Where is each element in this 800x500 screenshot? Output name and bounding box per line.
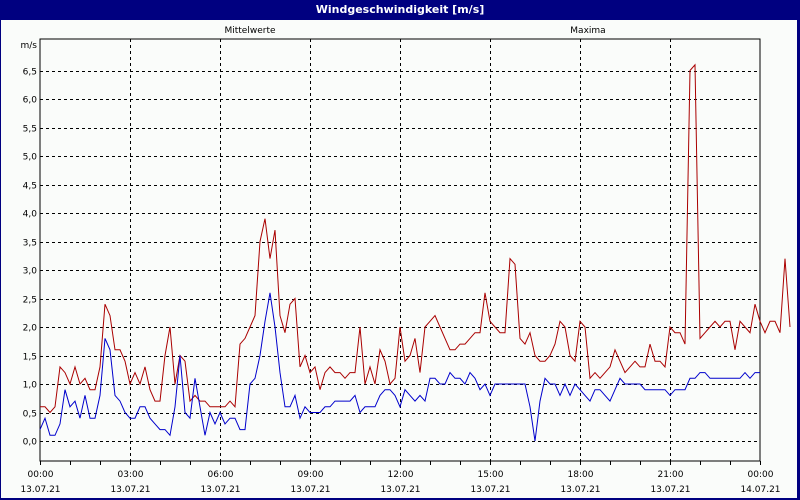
y-tick-label: 4,5	[23, 182, 37, 192]
x-tick-time: 12:00	[388, 470, 414, 480]
y-tick-label: 5,0	[23, 153, 38, 163]
x-tick-time: 09:00	[298, 470, 324, 480]
legend-mean: Mittelwerte	[224, 26, 275, 36]
x-tick-time: 18:00	[568, 470, 594, 480]
series-mean-line	[39, 292, 760, 442]
y-tick-label: 6,0	[23, 96, 38, 106]
x-tick-date: 13.07.21	[290, 485, 330, 495]
y-tick-label: 0,0	[23, 438, 38, 448]
y-tick-label: 5,5	[23, 125, 37, 135]
x-tick-date: 13.07.21	[380, 485, 420, 495]
x-tick-date: 13.07.21	[560, 485, 600, 495]
x-tick-date: 13.07.21	[200, 485, 240, 495]
x-tick-date: 13.07.21	[110, 485, 150, 495]
window-title: Windgeschwindigkeit [m/s]	[0, 0, 800, 20]
y-tick-label: 6,5	[23, 68, 37, 78]
y-tick-label: 0,5	[23, 410, 37, 420]
y-tick-label: 2,5	[23, 296, 37, 306]
grid	[40, 39, 760, 461]
y-tick-label: 3,0	[23, 267, 38, 277]
x-tick-date: 13.07.21	[20, 485, 60, 495]
x-tick-date: 13.07.21	[470, 485, 510, 495]
x-tick-time: 00:00	[748, 470, 774, 480]
x-tick-time: 00:00	[28, 470, 54, 480]
x-axis-ticks: 00:00 13.07.21 03:00 13.07.21 06:00 13.07.21 0…	[20, 461, 781, 495]
y-tick-label: 1,5	[23, 353, 37, 363]
x-tick-time: 03:00	[118, 470, 144, 480]
y-axis-ticks: 0,0 0,5 1,0 1,5 2,0 2,5 3,0 3,5 4,0 4,5 5,0 5,5 6,0 6…	[23, 68, 38, 448]
y-axis-unit: m/s	[21, 41, 38, 51]
y-tick-label: 1,0	[23, 381, 38, 391]
x-tick-date: 14.07.21	[740, 485, 780, 495]
y-tick-label: 3,5	[23, 239, 37, 249]
legend-max: Maxima	[570, 26, 605, 36]
plot-frame	[39, 38, 761, 462]
y-tick-label: 2,0	[23, 324, 38, 334]
x-tick-time: 15:00	[478, 470, 504, 480]
x-tick-time: 21:00	[658, 470, 684, 480]
series-maxima-line	[40, 63, 791, 414]
y-tick-label: 4,0	[23, 210, 38, 220]
x-tick-date: 13.07.21	[650, 485, 690, 495]
x-tick-time: 06:00	[208, 470, 234, 480]
